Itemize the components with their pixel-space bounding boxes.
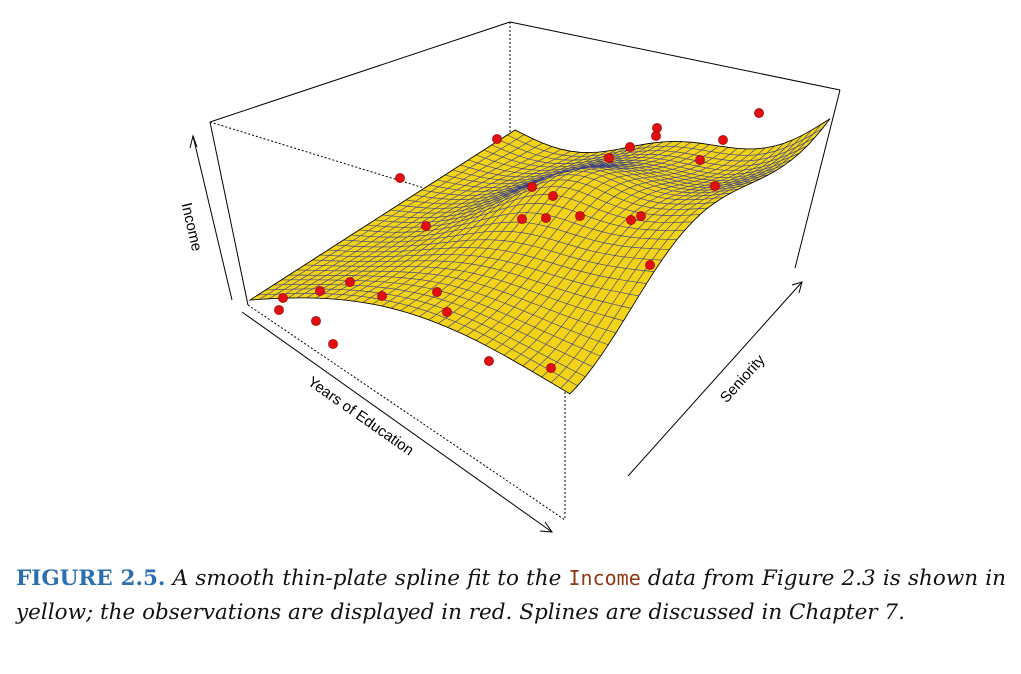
y-axis-arrow [627, 281, 803, 477]
observation-point [311, 316, 321, 326]
observation-point [395, 173, 405, 183]
observation-point [484, 356, 494, 366]
observation-point [625, 142, 635, 152]
observation-point [575, 211, 585, 221]
observation-point [345, 277, 355, 287]
observation-point [517, 214, 527, 224]
x-axis-arrowhead [539, 521, 554, 533]
observation-point [377, 291, 387, 301]
x-axis-label: Years of Education [304, 373, 416, 459]
y-axis-arrowhead [791, 281, 803, 294]
observation-point [328, 339, 338, 349]
observation-point [278, 293, 288, 303]
surface-facet [812, 118, 831, 135]
figure-caption: FIGURE 2.5. A smooth thin-plate spline f… [16, 561, 1006, 630]
observation-point [432, 287, 442, 297]
observation-point [604, 153, 614, 163]
spline-surface [248, 118, 831, 395]
caption-code-income: Income [568, 566, 641, 590]
observation-point [492, 134, 502, 144]
observation-point [754, 108, 764, 118]
x-axis-arrow [241, 311, 553, 533]
observation-point [626, 215, 636, 225]
observation-point [718, 135, 728, 145]
figure-3d-surface-plot: Income Years of Education Seniority [178, 21, 841, 533]
observation-point [548, 191, 558, 201]
z-axis-label: Income [178, 201, 206, 253]
observation-point [695, 155, 705, 165]
observation-point [315, 286, 325, 296]
observation-point [546, 363, 556, 373]
z-axis-arrow [192, 135, 233, 301]
observation-point [651, 131, 661, 141]
observation-point [541, 213, 551, 223]
caption-text-2: data from Figure 2.3 is shown in yellow;… [16, 566, 1006, 625]
caption-text-1: A smooth thin-plate spline fit to the [165, 566, 569, 591]
axis-arrows [189, 134, 803, 533]
observation-point [527, 182, 537, 192]
observation-point [421, 221, 431, 231]
z-axis-arrowhead [189, 134, 198, 149]
surface-outline [248, 118, 831, 395]
observation-point [636, 211, 646, 221]
observation-point [442, 307, 452, 317]
observation-point [710, 181, 720, 191]
caption-label: FIGURE 2.5. [16, 566, 166, 591]
observation-points [274, 108, 764, 373]
observation-point [645, 260, 655, 270]
observation-point [274, 305, 284, 315]
y-axis-label: Seniority [717, 351, 769, 406]
